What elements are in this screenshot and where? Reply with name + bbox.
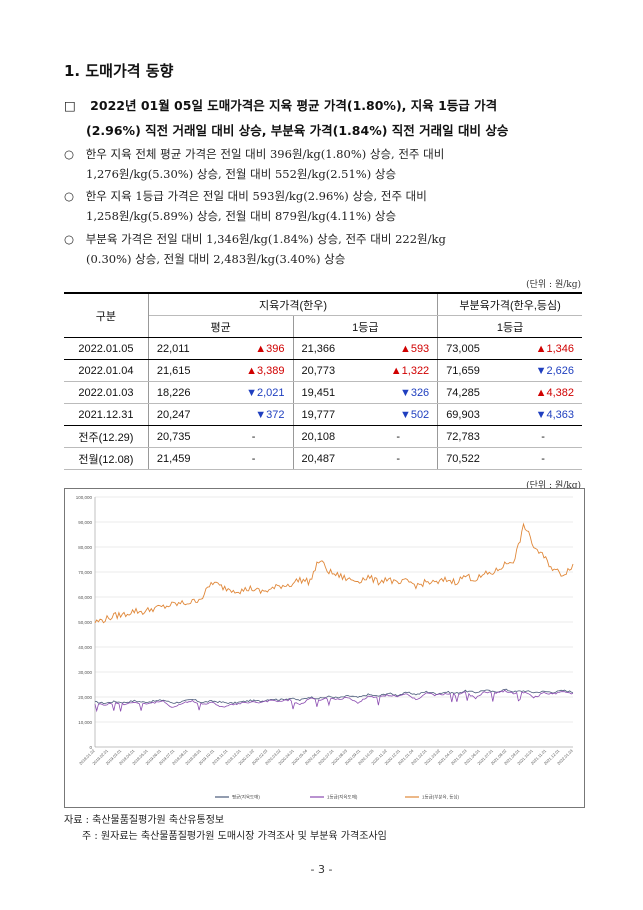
cell-cut-change: - bbox=[509, 425, 582, 448]
circle-bullet-icon: ○ bbox=[64, 147, 75, 161]
cell-avg: 21,459 bbox=[148, 447, 220, 470]
header-carcass: 지육가격(한우) bbox=[148, 292, 439, 316]
circle-bullet-icon: ○ bbox=[64, 232, 75, 246]
y-tick-label: 20,000 bbox=[78, 695, 92, 700]
cell-avg-change: ▲396 bbox=[219, 337, 294, 360]
y-tick-label: 10,000 bbox=[78, 720, 92, 725]
cell-cut-change: - bbox=[509, 447, 582, 470]
bullet-2-line-1: ○ 한우 지육 1등급 가격은 전일 대비 593원/kg(2.96%) 상승,… bbox=[64, 189, 427, 203]
legend-label: 1등급(부분육, 등심) bbox=[422, 794, 459, 801]
y-tick-label: 40,000 bbox=[78, 645, 92, 650]
cell-cut-change: ▲1,346 bbox=[509, 337, 582, 360]
y-tick-label: 0 bbox=[89, 745, 92, 750]
header-group: 구분 bbox=[64, 292, 149, 338]
series-line-1 bbox=[94, 689, 574, 713]
cell-cut: 69,903 bbox=[437, 403, 510, 426]
legend-label: 1등급(지육도매) bbox=[327, 794, 358, 801]
y-tick-label: 80,000 bbox=[78, 545, 92, 550]
row-label: 2021.12.31 bbox=[64, 403, 149, 426]
table-row: 전주(12.29) 20,735-20,108-72,783- bbox=[64, 425, 582, 448]
cell-cut: 72,783 bbox=[437, 425, 510, 448]
cell-grade1: 20,108 bbox=[293, 425, 365, 448]
cell-avg-change: ▼2,021 bbox=[219, 381, 294, 404]
bullet-3-line-1: ○ 부분육 가격은 전일 대비 1,346원/kg(1.84%) 상승, 전주 … bbox=[64, 232, 446, 246]
legend-label: 평균(지육도매) bbox=[232, 794, 260, 801]
cell-avg: 21,615 bbox=[148, 359, 220, 382]
cell-cut-change: ▼2,626 bbox=[509, 359, 582, 382]
y-tick-label: 100,000 bbox=[76, 495, 93, 500]
table-row: 2021.12.31 20,247 ▼372 19,777 ▼502 69,903 ▼4,3… bbox=[64, 403, 582, 426]
cell-grade1-change: - bbox=[364, 447, 439, 470]
price-chart-svg: 0 10,000 20,000 30,000 40,000 50,000 60,000 70,… bbox=[76, 495, 575, 801]
cell-grade1: 21,366 bbox=[293, 337, 365, 360]
cell-avg: 20,735 bbox=[148, 425, 220, 448]
summary-text-2: (2.96%) 직전 거래일 대비 상승, 부분육 가격(1.84%) 직전 거… bbox=[86, 123, 509, 138]
row-label: 전월(12.08) bbox=[64, 447, 149, 470]
price-chart: 0 10,000 20,000 30,000 40,000 50,000 60,000 70,… bbox=[64, 488, 585, 808]
y-tick-label: 50,000 bbox=[78, 620, 92, 625]
section-title: 1. 도매가격 동향 bbox=[64, 62, 174, 80]
table-row: 2022.01.04 21,615 ▲3,389 20,773 ▲1,322 71,659… bbox=[64, 359, 582, 382]
cell-avg-change: - bbox=[219, 447, 294, 470]
table-subheader-row: 평균 1등급 1등급 bbox=[64, 315, 582, 338]
cell-grade1: 20,773 bbox=[293, 359, 365, 382]
cell-cut-change: ▲4,382 bbox=[509, 381, 582, 404]
cell-grade1: 19,777 bbox=[293, 403, 365, 426]
y-tick-label: 70,000 bbox=[78, 570, 92, 575]
row-label: 2022.01.05 bbox=[64, 337, 149, 360]
cell-avg-change: - bbox=[219, 425, 294, 448]
cell-cut-change: ▼4,363 bbox=[509, 403, 582, 426]
row-label: 2022.01.03 bbox=[64, 381, 149, 404]
cell-avg: 20,247 bbox=[148, 403, 220, 426]
subheader-avg: 평균 bbox=[148, 315, 294, 338]
circle-bullet-icon: ○ bbox=[64, 189, 75, 203]
series-line-2 bbox=[94, 522, 574, 624]
square-bullet-icon: □ bbox=[64, 98, 76, 113]
header-cut: 부분육가격(한우,등심) bbox=[437, 292, 582, 316]
bullet-1-line-1: ○ 한우 지육 전체 평균 가격은 전일 대비 396원/kg(1.80%) 상… bbox=[64, 147, 445, 161]
y-tick-label: 60,000 bbox=[78, 595, 92, 600]
cell-grade1: 19,451 bbox=[293, 381, 365, 404]
cell-grade1: 20,487 bbox=[293, 447, 365, 470]
cell-avg: 18,226 bbox=[148, 381, 220, 404]
cell-grade1-change: ▼502 bbox=[364, 403, 439, 426]
cell-grade1-change: - bbox=[364, 425, 439, 448]
footnote-source: 자료 : 축산물품질평가원 축산유통정보 bbox=[64, 815, 225, 826]
cell-cut: 73,005 bbox=[437, 337, 510, 360]
row-label: 전주(12.29) bbox=[64, 425, 149, 448]
page-number: - 3 - bbox=[310, 863, 333, 876]
cell-cut: 74,285 bbox=[437, 381, 510, 404]
y-tick-label: 90,000 bbox=[78, 520, 92, 525]
bullet-2-line-2: 1,258원/kg(5.89%) 상승, 전월 대비 879원/kg(4.11%… bbox=[86, 209, 397, 223]
cell-avg-change: ▲3,389 bbox=[219, 359, 294, 382]
summary-line-1: □ 2022년 01월 05일 도매가격은 지육 평균 가격(1.80%), 지… bbox=[64, 95, 497, 114]
table-row: 2022.01.05 22,011 ▲396 21,366 ▲593 73,005 ▲1,3… bbox=[64, 337, 582, 360]
chart-unit: (단위 : 원/kg) bbox=[526, 481, 581, 491]
cell-grade1-change: ▲1,322 bbox=[364, 359, 439, 382]
footnote-note: 주 : 원자료는 축산물품질평가원 도매시장 가격조사 및 부분육 가격조사임 bbox=[82, 831, 387, 842]
series-line-0 bbox=[94, 688, 574, 705]
cell-avg: 22,011 bbox=[148, 337, 220, 360]
y-tick-label: 30,000 bbox=[78, 670, 92, 675]
cell-grade1-change: ▲593 bbox=[364, 337, 439, 360]
subheader-cut-grade1: 1등급 bbox=[437, 315, 582, 338]
cell-grade1-change: ▼326 bbox=[364, 381, 439, 404]
bullet-1-line-2: 1,276원/kg(5.30%) 상승, 전월 대비 552원/kg(2.51%… bbox=[86, 167, 397, 181]
cell-cut: 71,659 bbox=[437, 359, 510, 382]
table-row: 전월(12.08) 21,459-20,487-70,522- bbox=[64, 447, 582, 470]
price-table: 구분 지육가격(한우) 부분육가격(한우,등심) 평균 1등급 1등급 2022… bbox=[64, 292, 582, 470]
cell-cut: 70,522 bbox=[437, 447, 510, 470]
table-row: 2022.01.03 18,226 ▼2,021 19,451 ▼326 74,285 ▲4… bbox=[64, 381, 582, 404]
subheader-grade1: 1등급 bbox=[293, 315, 439, 338]
table-body: 2022.01.05 22,011 ▲396 21,366 ▲593 73,005 ▲1,3… bbox=[64, 337, 582, 470]
bullet-3-line-2: (0.30%) 상승, 전월 대비 2,483원/kg(3.40%) 상승 bbox=[86, 252, 346, 266]
row-label: 2022.01.04 bbox=[64, 359, 149, 382]
table-header-row: 구분 지육가격(한우) 부분육가격(한우,등심) bbox=[64, 292, 582, 338]
table-unit: (단위 : 원/kg) bbox=[526, 280, 581, 290]
summary-text-1: 2022년 01월 05일 도매가격은 지육 평균 가격(1.80%), 지육 … bbox=[90, 98, 498, 113]
cell-avg-change: ▼372 bbox=[219, 403, 294, 426]
